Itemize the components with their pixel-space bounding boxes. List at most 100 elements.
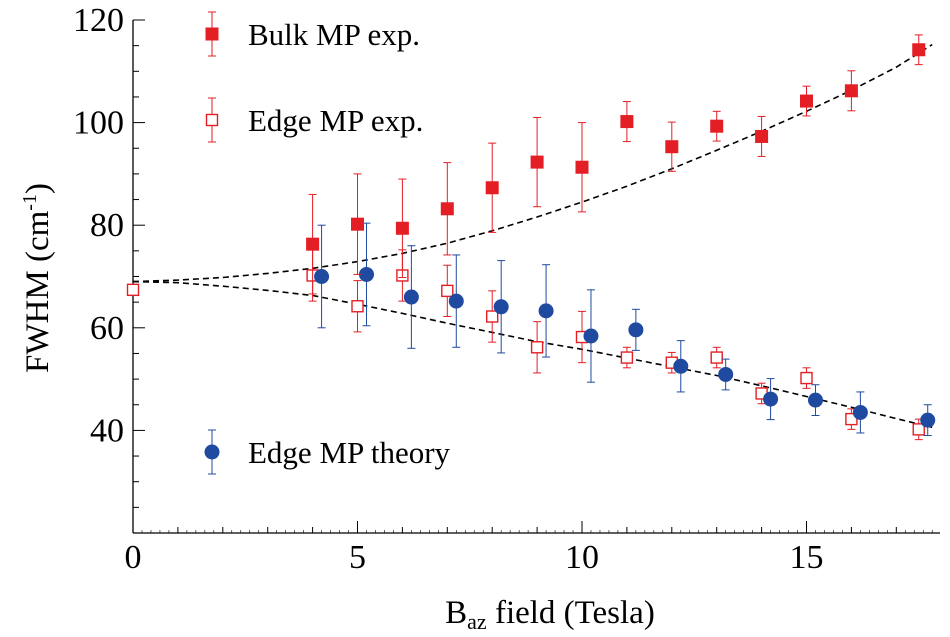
y-tick-label: 40 [90,412,124,449]
edge-mp-theory-marker [807,392,823,408]
edge-mp-theory-marker [403,289,419,305]
edge-mp-exp-marker [126,283,140,297]
bulk-mp-exp-marker [912,43,926,57]
edge-fit-curve [132,280,933,429]
y-tick-label: 80 [90,207,124,244]
edge-mp-exp-marker [441,284,454,298]
bulk-mp-exp-marker [800,94,813,108]
edge-mp-theory-point [628,308,644,351]
edge-mp-theory-marker [628,322,644,338]
edge-mp-exp-point [710,346,723,369]
edge-mp-exp-point [800,367,813,389]
edge-mp-exp-marker [845,412,858,426]
edge-mp-theory-marker [448,293,464,309]
edge-mp-theory-marker [314,269,330,284]
edge-mp-theory-point [448,254,464,348]
bulk-mp-exp-marker [395,221,409,235]
bulk-mp-exp-marker [710,119,724,133]
edge-mp-theory-point [920,404,936,437]
legend-label: Bulk MP exp. [248,17,420,52]
y-tick-label: 60 [90,310,124,347]
bulk-mp-exp-point [351,173,364,275]
edge-mp-theory-point [583,289,599,383]
x-axis-title-main: B [445,595,467,631]
edge-mp-exp-point [665,351,678,374]
edge-mp-theory-marker [538,303,554,319]
bulk-mp-exp-point [844,70,858,112]
bulk-mp-exp-marker [575,160,589,174]
edge-mp-theory-marker [358,266,374,282]
legend-marker [205,113,219,127]
edge-mp-theory-marker [920,412,936,428]
bulk-mp-exp-point [912,34,926,66]
edge-mp-theory-marker [583,328,599,344]
edge-mp-exp-point [620,346,634,369]
bulk-mp-exp-marker [440,202,454,216]
edge-mp-exp-marker [800,371,813,385]
x-tick-label: 0 [125,539,142,576]
bulk-mp-exp-point [800,85,813,117]
edge-mp-theory-point [314,224,330,329]
edge-mp-theory-marker [763,391,779,407]
edge-mp-exp-marker [912,423,925,436]
edge-mp-theory-point [358,222,374,327]
bulk-mp-exp-marker [844,84,858,98]
edge-mp-theory-point [493,260,509,354]
bulk-mp-exp-point [395,178,409,279]
edge-mp-theory-point [852,391,868,434]
edge-mp-exp-marker [486,310,499,323]
x-axis-title-rest: field (Tesla) [487,595,655,631]
edge-mp-exp-point [575,310,589,364]
edge-mp-theory-point [538,264,554,358]
y-axis-title-sup: -1 [19,194,41,211]
y-axis-title-rest: ) [20,183,56,194]
edge-mp-exp-point [126,283,140,297]
edge-mp-exp-marker [351,300,364,313]
legend-item: Edge MP exp. [205,97,423,143]
legend-marker [204,444,220,460]
edge-mp-exp-point [441,264,454,318]
bulk-mp-exp-marker [665,140,679,154]
bulk-mp-exp-point [710,110,724,142]
edge-mp-theory-marker [852,404,868,420]
y-tick-label: 100 [73,105,124,142]
bulk-mp-exp-point [440,162,454,256]
edge-mp-theory-marker [493,299,509,315]
legend: Bulk MP exp. Edge MP exp. Edge MP theory [204,11,451,475]
legend-marker [205,27,219,41]
edge-mp-exp-point [486,290,499,343]
legend-label: Edge MP exp. [248,103,423,138]
bulk-mp-exp-marker [755,129,769,143]
legend-label: Edge MP theory [248,435,451,470]
edge-mp-exp-point [530,321,544,374]
legend-item: Bulk MP exp. [205,11,420,57]
legend-item: Edge MP theory [204,429,451,475]
x-axis-title-sub: az [467,609,487,634]
bulk-mp-exp-marker [530,155,544,169]
bulk-mp-exp-point [575,122,589,213]
bulk-mp-exp-point [306,193,320,295]
bulk-mp-exp-marker [351,217,364,231]
edge-mp-theory-point [763,378,779,421]
data-marks-layer [126,34,936,441]
edge-mp-exp-point [351,280,364,333]
bulk-mp-exp-point [620,101,634,143]
edge-mp-theory-point [673,340,689,393]
bulk-mp-exp-point [530,116,544,208]
bulk-mp-exp-point [485,142,499,233]
edge-mp-exp-marker [620,351,634,364]
y-tick-label: 120 [73,2,124,39]
edge-mp-theory-point [718,358,734,391]
bulk-mp-exp-marker [485,181,499,195]
x-tick-label: 10 [565,539,599,576]
edge-mp-theory-marker [673,358,689,374]
x-tick-label: 15 [790,539,824,576]
x-axis-title: Baz field (Tesla) [445,595,655,634]
y-axis-title: FWHM (cm-1) [19,183,56,373]
bulk-mp-exp-marker [620,115,634,129]
bulk-mp-exp-marker [306,237,320,251]
bulk-mp-exp-point [755,115,769,157]
x-tick-label: 5 [349,539,366,576]
